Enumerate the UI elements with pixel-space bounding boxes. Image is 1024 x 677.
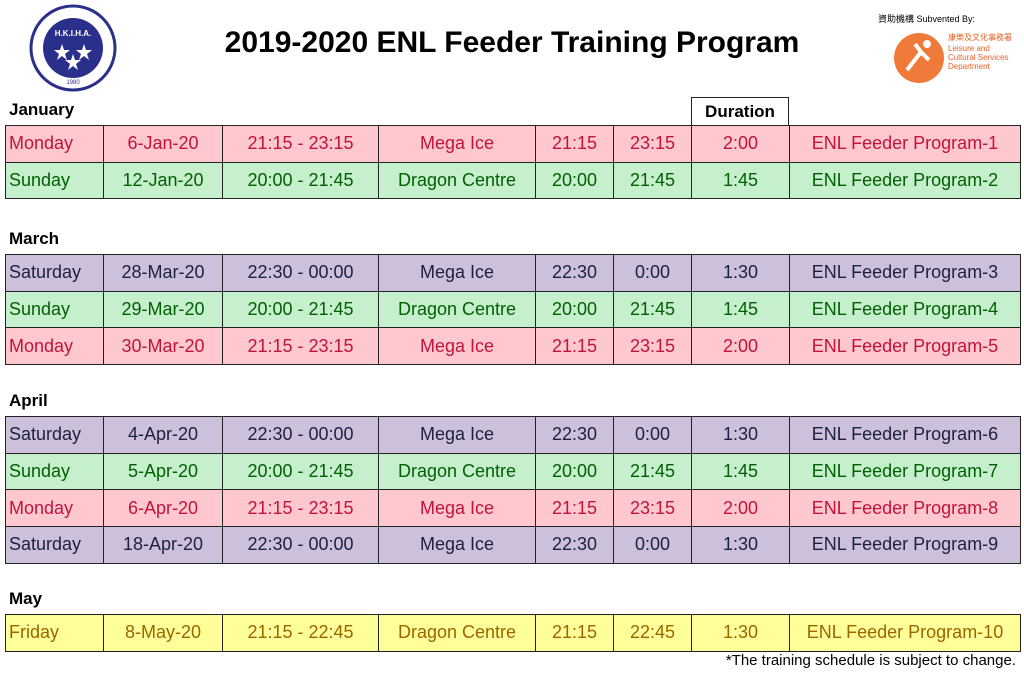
start-time-cell: 22:30 bbox=[535, 416, 614, 454]
sponsor-label: 資助機構 Subvented By: bbox=[878, 14, 976, 24]
venue-cell: Mega Ice bbox=[378, 416, 536, 454]
time-range-cell: 20:00 - 21:45 bbox=[222, 452, 379, 491]
sponsor-name-zh: 康樂及文化事務署 bbox=[948, 33, 1012, 42]
day-cell: Sunday bbox=[5, 290, 104, 329]
sponsor-name-en: Leisure and Cultural Services Department bbox=[948, 44, 1009, 71]
day-cell: Sunday bbox=[5, 452, 104, 491]
date-cell: 4-Apr-20 bbox=[103, 416, 223, 454]
start-time-cell: 22:30 bbox=[535, 254, 614, 292]
duration-cell: 1:30 bbox=[691, 416, 790, 454]
venue-cell: Dragon Centre bbox=[378, 161, 536, 200]
start-time-cell: 21:15 bbox=[535, 327, 614, 366]
duration-cell: 1:45 bbox=[691, 452, 790, 491]
time-range-cell: 22:30 - 00:00 bbox=[222, 526, 379, 564]
program-cell: ENL Feeder Program-5 bbox=[789, 327, 1021, 366]
time-range-cell: 20:00 - 21:45 bbox=[222, 161, 379, 200]
logo-text: H.K.I.H.A. bbox=[55, 29, 91, 38]
start-time-cell: 20:00 bbox=[535, 290, 614, 329]
date-cell: 6-Apr-20 bbox=[103, 489, 223, 528]
start-time-cell: 20:00 bbox=[535, 452, 614, 491]
start-time-cell: 21:15 bbox=[535, 125, 614, 163]
end-time-cell: 23:15 bbox=[613, 125, 692, 163]
date-cell: 30-Mar-20 bbox=[103, 327, 223, 366]
end-time-cell: 0:00 bbox=[613, 526, 692, 564]
end-time-cell: 21:45 bbox=[613, 452, 692, 491]
venue-cell: Dragon Centre bbox=[378, 614, 536, 652]
venue-cell: Dragon Centre bbox=[378, 290, 536, 329]
duration-cell: 1:30 bbox=[691, 614, 790, 652]
month-label: May bbox=[9, 589, 43, 608]
venue-cell: Mega Ice bbox=[378, 254, 536, 292]
start-time-cell: 20:00 bbox=[535, 161, 614, 200]
day-cell: Saturday bbox=[5, 416, 104, 454]
program-cell: ENL Feeder Program-7 bbox=[789, 452, 1021, 491]
date-cell: 8-May-20 bbox=[103, 614, 223, 652]
program-cell: ENL Feeder Program-10 bbox=[789, 614, 1021, 652]
month-label: March bbox=[9, 229, 60, 248]
title: 2019-2020 ENL Feeder Training Program bbox=[224, 26, 800, 59]
sponsor-logo bbox=[894, 33, 944, 83]
end-time-cell: 22:45 bbox=[613, 614, 692, 652]
date-cell: 18-Apr-20 bbox=[103, 526, 223, 564]
duration-cell: 1:45 bbox=[691, 161, 790, 200]
day-cell: Monday bbox=[5, 125, 104, 163]
time-range-cell: 20:00 - 21:45 bbox=[222, 290, 379, 329]
month-label: January bbox=[9, 100, 75, 119]
date-cell: 28-Mar-20 bbox=[103, 254, 223, 292]
program-cell: ENL Feeder Program-8 bbox=[789, 489, 1021, 528]
day-cell: Friday bbox=[5, 614, 104, 652]
time-range-cell: 21:15 - 23:15 bbox=[222, 327, 379, 366]
day-cell: Sunday bbox=[5, 161, 104, 200]
month-label: April bbox=[9, 391, 48, 410]
duration-cell: 2:00 bbox=[691, 327, 790, 366]
end-time-cell: 21:45 bbox=[613, 290, 692, 329]
time-range-cell: 22:30 - 00:00 bbox=[222, 254, 379, 292]
venue-cell: Mega Ice bbox=[378, 327, 536, 366]
program-cell: ENL Feeder Program-6 bbox=[789, 416, 1021, 454]
time-range-cell: 22:30 - 00:00 bbox=[222, 416, 379, 454]
venue-cell: Mega Ice bbox=[378, 489, 536, 528]
program-cell: ENL Feeder Program-3 bbox=[789, 254, 1021, 292]
date-cell: 12-Jan-20 bbox=[103, 161, 223, 200]
program-cell: ENL Feeder Program-2 bbox=[789, 161, 1021, 200]
end-time-cell: 23:15 bbox=[613, 327, 692, 366]
time-range-cell: 21:15 - 23:15 bbox=[222, 489, 379, 528]
start-time-cell: 21:15 bbox=[535, 614, 614, 652]
end-time-cell: 0:00 bbox=[613, 416, 692, 454]
day-cell: Saturday bbox=[5, 526, 104, 564]
program-cell: ENL Feeder Program-1 bbox=[789, 125, 1021, 163]
duration-cell: 1:30 bbox=[691, 254, 790, 292]
date-cell: 6-Jan-20 bbox=[103, 125, 223, 163]
logo-year: 1980 bbox=[66, 80, 80, 86]
time-range-cell: 21:15 - 22:45 bbox=[222, 614, 379, 652]
day-cell: Saturday bbox=[5, 254, 104, 292]
day-cell: Monday bbox=[5, 489, 104, 528]
association-logo: H.K.I.H.A. 1980 bbox=[29, 4, 117, 92]
start-time-cell: 22:30 bbox=[535, 526, 614, 564]
duration-header: Duration bbox=[691, 97, 789, 126]
end-time-cell: 0:00 bbox=[613, 254, 692, 292]
venue-cell: Mega Ice bbox=[378, 125, 536, 163]
time-range-cell: 21:15 - 23:15 bbox=[222, 125, 379, 163]
venue-cell: Mega Ice bbox=[378, 526, 536, 564]
duration-cell: 2:00 bbox=[691, 489, 790, 528]
program-cell: ENL Feeder Program-9 bbox=[789, 526, 1021, 564]
duration-cell: 1:45 bbox=[691, 290, 790, 329]
duration-cell: 2:00 bbox=[691, 125, 790, 163]
venue-cell: Dragon Centre bbox=[378, 452, 536, 491]
duration-cell: 1:30 bbox=[691, 526, 790, 564]
program-cell: ENL Feeder Program-4 bbox=[789, 290, 1021, 329]
end-time-cell: 23:15 bbox=[613, 489, 692, 528]
date-cell: 29-Mar-20 bbox=[103, 290, 223, 329]
footnote: *The training schedule is subject to cha… bbox=[725, 652, 1016, 669]
date-cell: 5-Apr-20 bbox=[103, 452, 223, 491]
day-cell: Monday bbox=[5, 327, 104, 366]
start-time-cell: 21:15 bbox=[535, 489, 614, 528]
end-time-cell: 21:45 bbox=[613, 161, 692, 200]
